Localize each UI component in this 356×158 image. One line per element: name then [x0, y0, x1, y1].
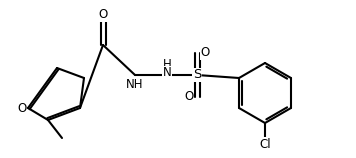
Text: NH: NH: [126, 79, 144, 91]
Text: N: N: [163, 67, 171, 79]
Text: O: O: [98, 9, 108, 21]
Text: O: O: [200, 46, 210, 60]
Text: Cl: Cl: [259, 137, 271, 151]
Text: O: O: [17, 101, 27, 115]
Text: H: H: [163, 58, 171, 72]
Text: O: O: [184, 91, 194, 103]
Text: S: S: [193, 69, 201, 82]
